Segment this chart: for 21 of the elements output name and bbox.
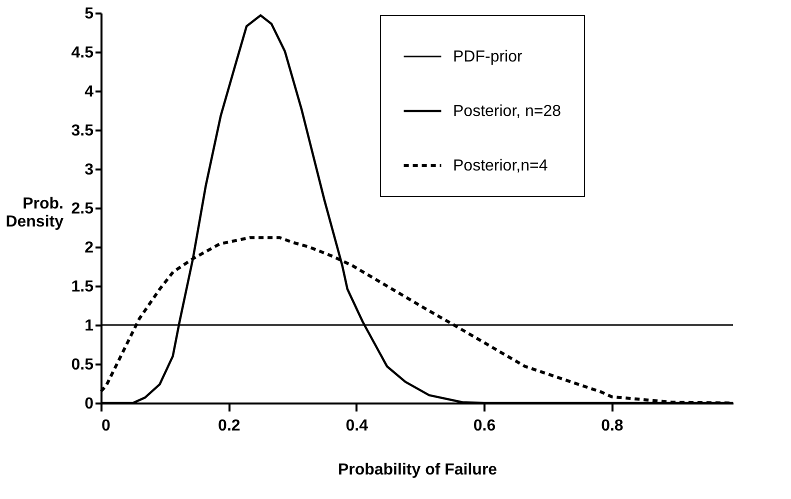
y-tick-label: 0.5	[71, 356, 94, 374]
y-tick-label: 3	[84, 162, 94, 178]
y-tick-label: 2.5	[71, 200, 94, 218]
y-tick-label: 4	[84, 84, 94, 100]
x-tick-label: 0.4	[346, 418, 368, 434]
y-tick-label: 5	[84, 6, 94, 22]
x-tick-label: 0.8	[601, 418, 624, 434]
y-tick-label: 4.5	[71, 44, 94, 62]
y-tick-label: 1.5	[71, 278, 94, 296]
legend-label: Posterior, n=28	[453, 103, 562, 120]
y-tick-label: 2	[84, 240, 94, 256]
x-tick-label: 0.2	[218, 418, 240, 434]
y-axis-title: Prob. Density	[6, 196, 64, 230]
y-tick-label: 3.5	[71, 122, 94, 140]
legend-label: PDF-prior	[453, 48, 524, 66]
x-tick-label: 0	[102, 418, 110, 434]
x-axis-title: Probability of Failure	[338, 462, 498, 478]
y-tick-label: 0	[84, 396, 94, 412]
x-tick-label: 0.6	[473, 418, 496, 434]
legend-label: Posterior,n=4	[453, 158, 548, 174]
y-tick-label: 1	[84, 318, 94, 334]
